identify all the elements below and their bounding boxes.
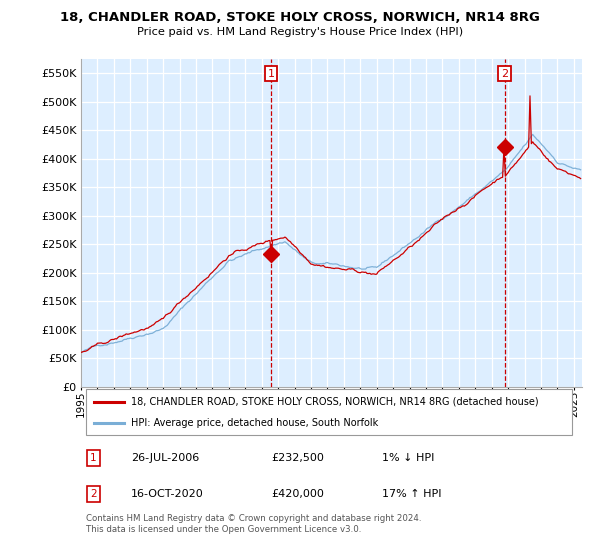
Text: £420,000: £420,000 xyxy=(271,489,324,499)
Text: 2: 2 xyxy=(90,489,97,499)
Text: 16-OCT-2020: 16-OCT-2020 xyxy=(131,489,204,499)
Text: 18, CHANDLER ROAD, STOKE HOLY CROSS, NORWICH, NR14 8RG (detached house): 18, CHANDLER ROAD, STOKE HOLY CROSS, NOR… xyxy=(131,397,539,407)
Text: 2: 2 xyxy=(501,69,508,78)
FancyBboxPatch shape xyxy=(86,389,572,435)
Text: 17% ↑ HPI: 17% ↑ HPI xyxy=(382,489,441,499)
Text: £232,500: £232,500 xyxy=(271,452,324,463)
Text: 1: 1 xyxy=(268,69,274,78)
Text: 1: 1 xyxy=(90,452,97,463)
Text: 18, CHANDLER ROAD, STOKE HOLY CROSS, NORWICH, NR14 8RG: 18, CHANDLER ROAD, STOKE HOLY CROSS, NOR… xyxy=(60,11,540,24)
Text: 1% ↓ HPI: 1% ↓ HPI xyxy=(382,452,434,463)
Text: Contains HM Land Registry data © Crown copyright and database right 2024.
This d: Contains HM Land Registry data © Crown c… xyxy=(86,515,422,534)
Text: HPI: Average price, detached house, South Norfolk: HPI: Average price, detached house, Sout… xyxy=(131,418,379,428)
Text: 26-JUL-2006: 26-JUL-2006 xyxy=(131,452,199,463)
Text: Price paid vs. HM Land Registry's House Price Index (HPI): Price paid vs. HM Land Registry's House … xyxy=(137,27,463,37)
